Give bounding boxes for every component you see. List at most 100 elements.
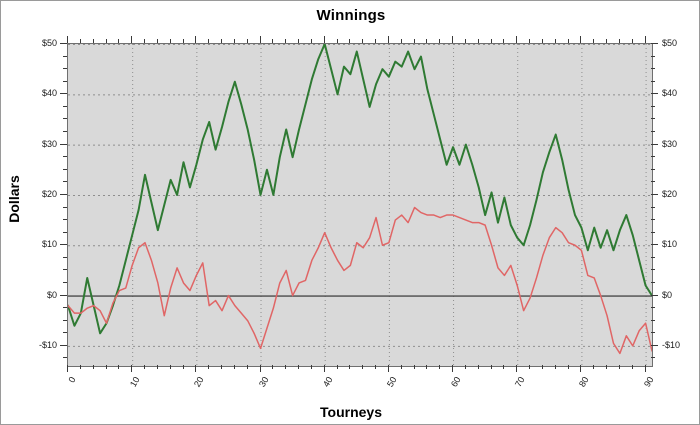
tick-mark (477, 365, 479, 369)
plot-svg (68, 44, 652, 366)
tick-mark (285, 39, 287, 43)
tick-mark (63, 105, 67, 107)
tick-mark (60, 244, 67, 246)
y-tick-label: $10 (662, 239, 678, 250)
tick-mark (593, 39, 595, 43)
tick-mark (67, 365, 68, 372)
tick-mark (63, 156, 67, 158)
tick-mark (63, 131, 67, 133)
tick-mark (63, 357, 67, 359)
tick-mark (118, 39, 120, 43)
tick-mark (169, 365, 171, 369)
tick-mark (651, 93, 658, 95)
tick-mark (285, 365, 287, 369)
tick-mark (593, 365, 595, 369)
tick-mark (131, 365, 133, 372)
tick-mark (580, 36, 582, 43)
tick-mark (63, 231, 67, 233)
tick-mark (63, 307, 67, 309)
tick-mark (323, 36, 325, 43)
y-tick-label: $40 (41, 88, 57, 99)
tick-mark (336, 365, 338, 369)
tick-mark (60, 43, 67, 44)
tick-mark (651, 118, 655, 120)
tick-mark (208, 365, 210, 369)
tick-mark (60, 143, 67, 145)
tick-mark (477, 39, 479, 43)
tick-mark (413, 365, 415, 369)
tick-mark (651, 206, 655, 208)
tick-mark (644, 36, 646, 43)
tick-mark (651, 319, 655, 321)
tick-mark (60, 344, 67, 346)
tick-mark (529, 39, 531, 43)
y-tick-label: $20 (41, 188, 57, 199)
tick-mark (259, 365, 261, 372)
tick-mark (490, 39, 492, 43)
tick-mark (580, 365, 582, 372)
tick-mark (567, 365, 569, 369)
series-cumulative-winnings (68, 44, 652, 335)
tick-mark (651, 332, 655, 334)
y-tick-label: -$10 (662, 339, 681, 350)
tick-mark (63, 219, 67, 221)
tick-mark (651, 294, 658, 296)
tick-mark (375, 39, 377, 43)
tick-mark (452, 36, 454, 43)
y-tick-label: -$10 (38, 339, 57, 350)
tick-mark (651, 219, 655, 221)
series-session-winnings (68, 206, 652, 355)
tick-mark (651, 143, 658, 145)
tick-mark (651, 307, 655, 309)
tick-mark (362, 365, 364, 369)
tick-mark (323, 365, 325, 372)
tick-mark (426, 39, 428, 43)
tick-mark (426, 365, 428, 369)
tick-mark (516, 365, 518, 372)
tick-mark (516, 36, 518, 43)
tick-mark (156, 365, 158, 369)
tick-mark (439, 365, 441, 369)
tick-mark (452, 365, 454, 372)
tick-mark (400, 39, 402, 43)
tick-mark (651, 256, 655, 258)
tick-mark (156, 39, 158, 43)
tick-mark (529, 365, 531, 369)
tick-mark (490, 365, 492, 369)
y-tick-label: $10 (41, 239, 57, 250)
tick-mark (651, 168, 655, 170)
y-tick-label: $0 (662, 289, 673, 300)
tick-mark (63, 181, 67, 183)
tick-mark (131, 36, 133, 43)
tick-mark (606, 365, 608, 369)
y-tick-label: $30 (41, 138, 57, 149)
tick-mark (651, 43, 658, 44)
tick-mark (169, 39, 171, 43)
y-tick-label: $0 (46, 289, 57, 300)
y-tick-label: $40 (662, 88, 678, 99)
tick-mark (651, 344, 658, 346)
tick-mark (651, 231, 655, 233)
tick-mark (233, 365, 235, 369)
tick-mark (208, 39, 210, 43)
tick-mark (651, 68, 655, 70)
tick-mark (387, 36, 389, 43)
tick-mark (79, 365, 81, 369)
tick-mark (221, 365, 223, 369)
tick-mark (63, 256, 67, 258)
tick-mark (651, 55, 655, 57)
tick-mark (503, 39, 505, 43)
tick-mark (60, 294, 67, 296)
tick-mark (259, 36, 261, 43)
chart-title: Winnings (316, 7, 386, 24)
tick-mark (246, 365, 248, 369)
tick-mark (651, 131, 655, 133)
tick-mark (606, 39, 608, 43)
tick-mark (233, 39, 235, 43)
tick-mark (439, 39, 441, 43)
y-tick-label: $30 (662, 138, 678, 149)
tick-mark (182, 365, 184, 369)
tick-mark (362, 39, 364, 43)
tick-mark (63, 332, 67, 334)
